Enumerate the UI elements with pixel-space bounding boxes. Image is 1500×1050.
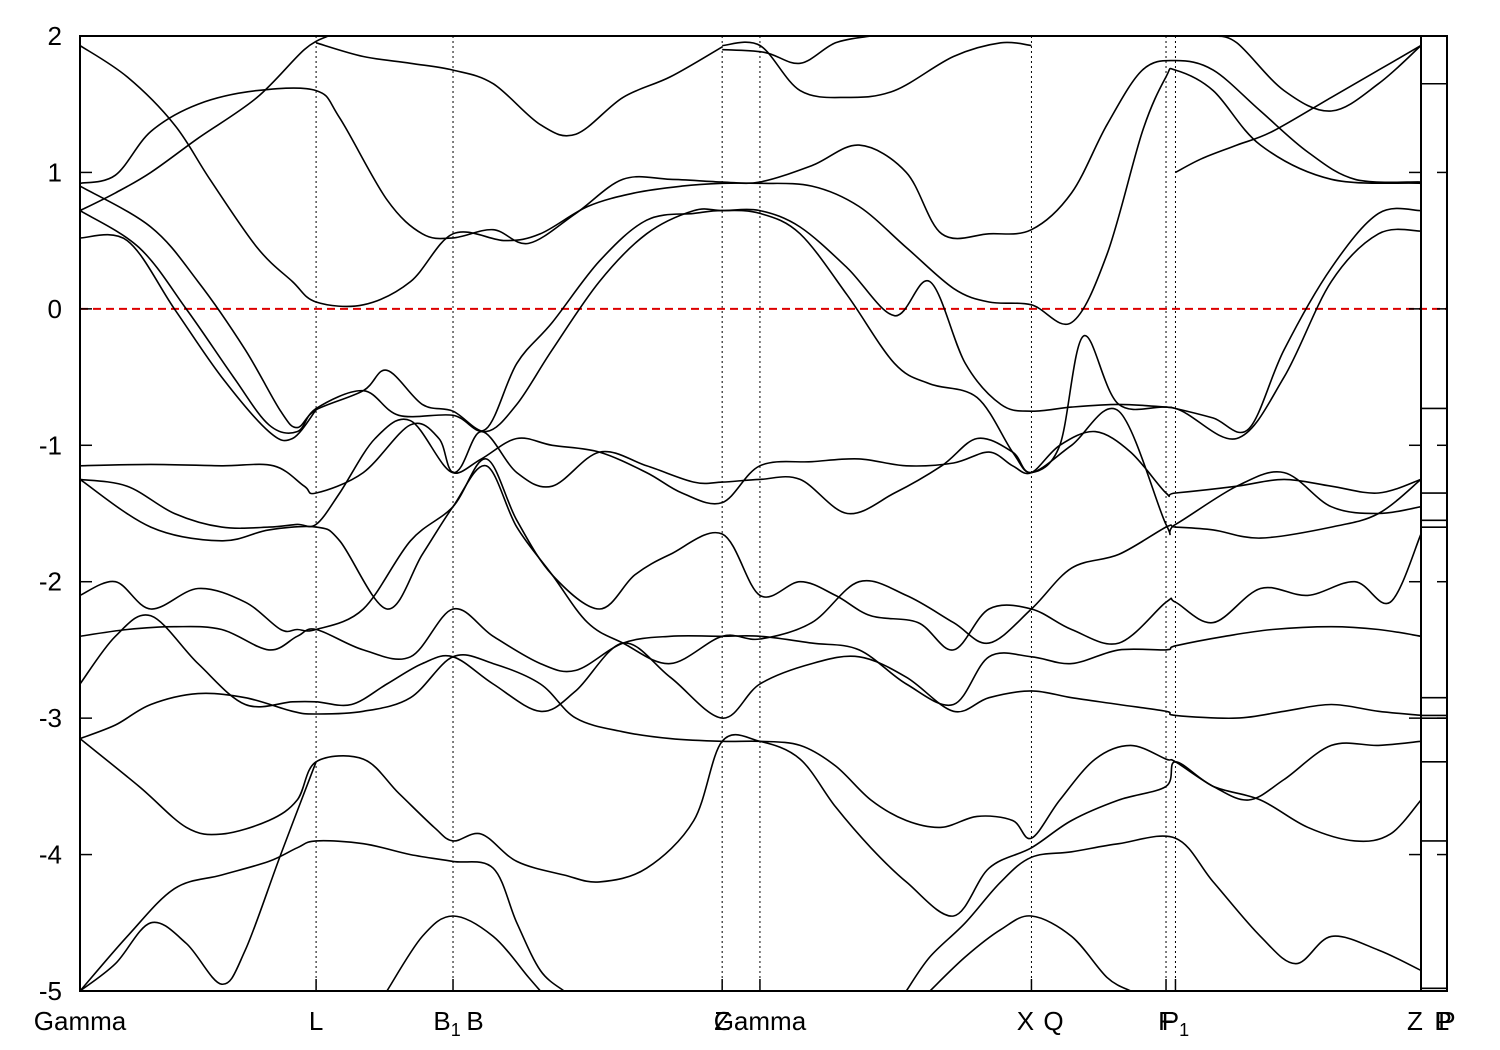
- band-line: [722, 41, 1032, 99]
- x-tick-subscript: 1: [451, 1020, 461, 1040]
- band-line: [80, 654, 1421, 840]
- band-line: [80, 761, 317, 991]
- x-tick-label: P1: [1162, 1006, 1189, 1040]
- side-panel-frame: [1420, 35, 1448, 992]
- x-tick-label: F: [1158, 1006, 1174, 1036]
- band-line: [80, 614, 1421, 720]
- band-line: [1212, 36, 1421, 112]
- band-line: [315, 42, 723, 137]
- x-tick-label: Gamma: [34, 1006, 127, 1036]
- band-line: [80, 608, 1421, 707]
- x-tick-label: B1: [433, 1006, 460, 1040]
- x-tick-label: Z: [1407, 1006, 1423, 1036]
- x-tick-label: B: [466, 1006, 483, 1036]
- side-panel-levels: [1421, 82, 1447, 990]
- band-line: [80, 209, 1421, 474]
- band-line: [905, 835, 1421, 991]
- y-tick-label: -2: [39, 567, 62, 597]
- band-line: [80, 458, 1421, 651]
- band-line: [929, 915, 1132, 991]
- y-tick-label: -3: [39, 703, 62, 733]
- band-line: [80, 233, 317, 442]
- x-tick-label: L: [1435, 1006, 1449, 1036]
- y-tick-label: 2: [48, 21, 62, 51]
- band-line: [722, 36, 872, 65]
- x-tick-label: L: [309, 1006, 323, 1036]
- band-line: [80, 839, 565, 991]
- band-line: [80, 407, 1421, 536]
- plot-frame: [79, 35, 1422, 992]
- band-line: [80, 59, 1421, 245]
- y-tick-label: 1: [48, 157, 62, 187]
- band-line: [80, 464, 1421, 665]
- x-tick-label: Gamma: [714, 1006, 807, 1036]
- x-tick-label: P: [1438, 1006, 1455, 1036]
- band-line: [1175, 44, 1421, 174]
- y-tick-label: -1: [39, 430, 62, 460]
- band-line: [80, 36, 329, 212]
- band-line: [386, 915, 542, 991]
- side-panel-x-label: P: [1434, 1006, 1451, 1036]
- band-lines: [80, 36, 1421, 991]
- band-line: [80, 733, 1421, 917]
- x-tick-label: X: [1017, 1006, 1034, 1036]
- y-tick-label: 0: [48, 294, 62, 324]
- y-axis-ticks: 2 1 0 -1 -2 -3 -4 -5: [39, 21, 1447, 1006]
- y-tick-label: -5: [39, 976, 62, 1006]
- band-line: [80, 44, 1421, 326]
- high-symmetry-lines: [315, 36, 1176, 991]
- x-tick-subscript: 1: [1179, 1020, 1189, 1040]
- band-line: [80, 422, 1421, 505]
- x-tick-label: Q: [1043, 1006, 1063, 1036]
- y-tick-label: -4: [39, 840, 62, 870]
- x-tick-label: Z: [714, 1006, 730, 1036]
